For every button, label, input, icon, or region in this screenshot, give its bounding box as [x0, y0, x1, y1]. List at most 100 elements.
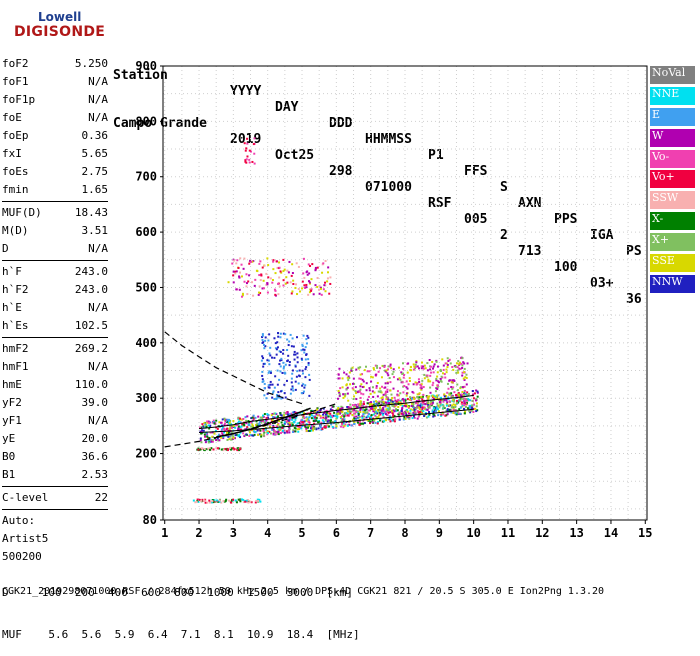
echo-point [452, 407, 455, 410]
echo-point [339, 412, 342, 415]
echo-point [387, 396, 390, 399]
echo-point [227, 435, 230, 438]
echo-point [288, 340, 291, 343]
echo-point [435, 395, 438, 398]
echo-point [459, 367, 462, 370]
echo-point [341, 377, 344, 380]
echo-point [304, 384, 307, 387]
echo-point [320, 428, 323, 431]
echo-point [310, 278, 313, 281]
echo-point [292, 389, 295, 392]
echo-point [255, 269, 258, 272]
echo-point [380, 391, 383, 394]
echo-point [322, 416, 325, 419]
echo-point [463, 394, 466, 397]
echo-point [325, 424, 328, 427]
auto-text: Artist5 [2, 532, 49, 545]
echo-point [415, 400, 418, 403]
echo-point [290, 292, 293, 295]
echo-point [299, 423, 302, 426]
echo-point [286, 431, 289, 434]
echo-point [372, 413, 375, 416]
echo-point [368, 370, 371, 373]
echo-point [365, 416, 368, 419]
echo-point [427, 415, 430, 418]
echo-point [401, 398, 404, 401]
echo-point [300, 423, 303, 426]
echo-point [271, 413, 274, 416]
echo-point [436, 402, 439, 405]
echo-point [266, 283, 269, 286]
echo-point [206, 501, 209, 504]
echo-point [395, 409, 398, 412]
echo-point [386, 390, 389, 393]
echo-point [267, 339, 270, 342]
echo-point [462, 397, 465, 400]
echo-point [292, 279, 295, 282]
echo-point [363, 415, 366, 418]
echo-point [266, 359, 269, 362]
echo-point [231, 431, 234, 434]
param-row-hF: h`F 243.0 [2, 263, 108, 281]
echo-point [290, 345, 293, 348]
echo-point [268, 425, 271, 428]
echo-point [359, 407, 362, 410]
echo-point [334, 415, 337, 418]
x-tick-label: 10 [466, 526, 480, 540]
echo-point [448, 404, 451, 407]
echo-point [255, 420, 258, 423]
echo-point [405, 412, 408, 415]
echo-point [238, 449, 241, 452]
param-name: M(D) [2, 224, 29, 237]
echo-point [385, 396, 388, 399]
param-name: yE [2, 432, 16, 445]
param-value: 2.53 [81, 468, 109, 481]
echo-point [379, 403, 382, 406]
echo-point [324, 419, 327, 422]
echo-point [388, 402, 391, 405]
echo-point [197, 448, 200, 451]
echo-point [394, 408, 397, 411]
echo-point [291, 418, 294, 421]
echo-point [469, 404, 472, 407]
echo-point [359, 410, 362, 413]
echo-point [258, 498, 261, 501]
echo-point [208, 499, 211, 502]
param-name: D [2, 242, 9, 255]
echo-point [357, 417, 360, 420]
echo-point [344, 412, 347, 415]
echo-point [348, 423, 351, 426]
echo-point [422, 365, 425, 368]
echo-point [370, 380, 373, 383]
echo-point [242, 432, 245, 435]
echo-point [257, 433, 260, 436]
header-value: Campo Grande [113, 116, 207, 131]
echo-point [372, 368, 375, 371]
echo-point [458, 396, 461, 399]
echo-point [378, 409, 381, 412]
echo-point [237, 420, 240, 423]
param-value: 39.0 [81, 396, 109, 409]
echo-point [224, 418, 227, 421]
echo-point [392, 402, 395, 405]
param-value: 18.43 [74, 206, 108, 219]
echo-point [310, 289, 313, 292]
echo-point [348, 371, 351, 374]
y-tick-label: 800 [135, 114, 157, 128]
echo-point [328, 425, 331, 428]
echo-point [287, 429, 290, 432]
echo-point [456, 366, 459, 369]
echo-point [239, 431, 242, 434]
echo-point [308, 281, 311, 284]
echo-point [321, 271, 324, 274]
echo-point [300, 357, 303, 360]
echo-point [330, 416, 333, 419]
echo-point [392, 370, 395, 373]
echo-point [349, 403, 352, 406]
echo-point [362, 380, 365, 383]
echo-point [388, 377, 391, 380]
echo-point [235, 501, 238, 504]
echo-point [310, 288, 313, 291]
echo-point [223, 427, 226, 430]
echo-point [294, 388, 297, 391]
